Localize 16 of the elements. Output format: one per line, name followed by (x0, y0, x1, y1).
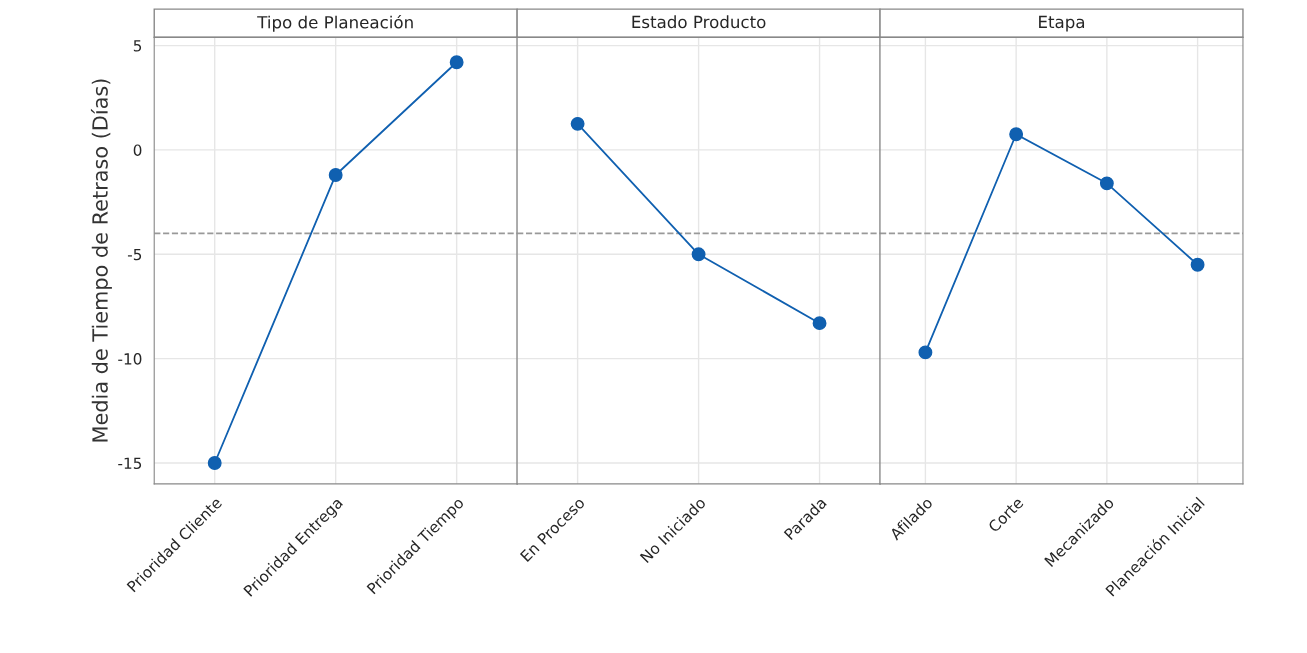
y-tick-label: -15 (118, 457, 142, 470)
y-tick-label: 5 (133, 40, 142, 52)
point (1009, 127, 1024, 142)
chart-title: Etapa (1039, 15, 1085, 32)
y-axis-title: Media de Tiempo de Retraso (Días) (90, 79, 112, 442)
point (918, 345, 933, 360)
point (328, 168, 343, 182)
point (207, 456, 222, 470)
point (1190, 257, 1205, 272)
chart-title: Tipo de Planeación (257, 14, 413, 32)
y-tick-label: 0 (133, 144, 142, 156)
point (1099, 176, 1114, 191)
point (449, 55, 464, 70)
y-tick-label: -5 (127, 248, 142, 261)
y-tick-label: -10 (118, 353, 142, 365)
chart-title: Estado Producto (632, 15, 766, 29)
